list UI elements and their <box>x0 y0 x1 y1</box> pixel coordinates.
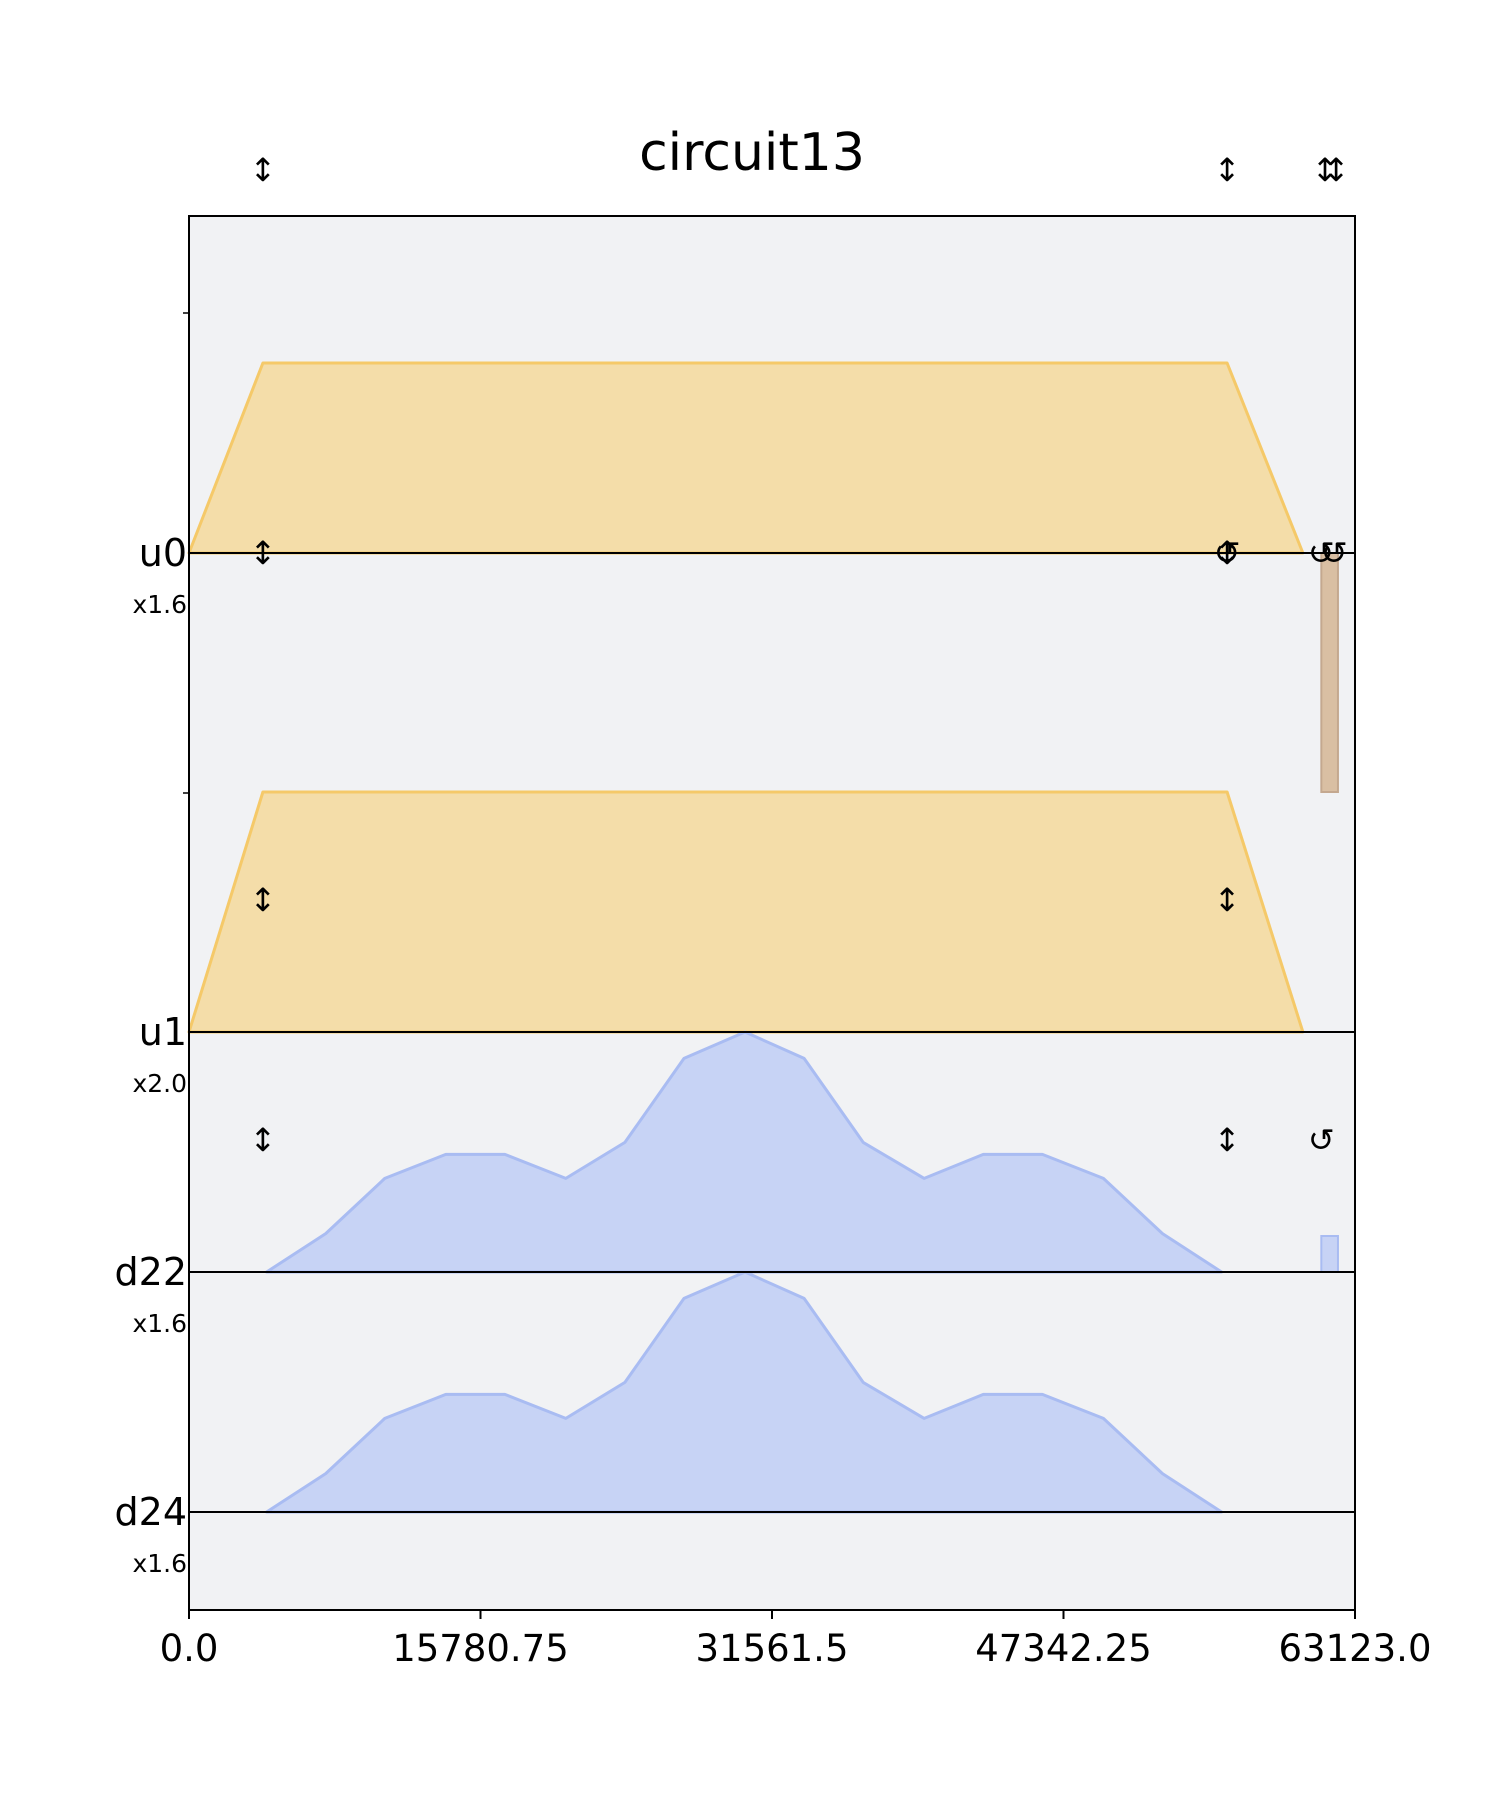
double-arrow-icon: ↕ <box>249 534 276 572</box>
double-arrow-icon: ↕ <box>249 1121 276 1159</box>
rotate-icon: ↺ <box>1308 1121 1335 1159</box>
scale-label-u1: x2.0 <box>132 1069 187 1098</box>
x-tick-label-0: 0.0 <box>160 1627 219 1670</box>
double-arrow-icon: ↕ <box>1323 151 1350 189</box>
chart-title: circuit13 <box>639 123 865 183</box>
channel-label-d22: d22 <box>115 1250 187 1294</box>
channel-label-u0: u0 <box>139 531 187 575</box>
channel-label-d24: d24 <box>115 1490 187 1534</box>
waveform-d24 <box>265 1270 1224 1514</box>
double-arrow-icon: ↕ <box>1214 151 1241 189</box>
double-arrow-icon: ↕ <box>249 151 276 189</box>
rotate-icon: ↺ <box>1321 534 1348 572</box>
rotate-icon: ↺ <box>1308 534 1335 572</box>
x-tick-label-4: 63123.0 <box>1278 1627 1431 1670</box>
waveform-d22 <box>265 1030 1224 1274</box>
x-tick-label-3: 47342.25 <box>975 1627 1152 1670</box>
channel-label-u1: u1 <box>139 1010 187 1054</box>
double-arrow-icon: ↕ <box>1214 534 1241 572</box>
double-arrow-icon: ↕ <box>1312 151 1339 189</box>
scale-label-d24: x1.6 <box>132 1549 187 1578</box>
double-arrow-icon: ↕ <box>1214 881 1241 919</box>
scale-label-d22: x1.6 <box>132 1309 187 1338</box>
x-tick-label-2: 31561.5 <box>695 1627 848 1670</box>
waveform-u0 <box>187 361 1305 555</box>
acquire-bar <box>1320 552 1339 793</box>
rotate-icon: ↺ <box>1214 534 1241 572</box>
scale-label-u0: x1.6 <box>132 590 187 619</box>
extra-pulse-d22 <box>1320 1235 1339 1273</box>
double-arrow-icon: ↕ <box>249 881 276 919</box>
x-tick-label-1: 15780.75 <box>392 1627 569 1670</box>
double-arrow-icon: ↕ <box>1214 1121 1241 1159</box>
waveform-u1 <box>187 790 1305 1034</box>
chart-marks: u0 x1.6 u1 x2.0 d22 x1.6 d24 x1.6 0.0 15780.75 315… <box>115 151 1432 1670</box>
